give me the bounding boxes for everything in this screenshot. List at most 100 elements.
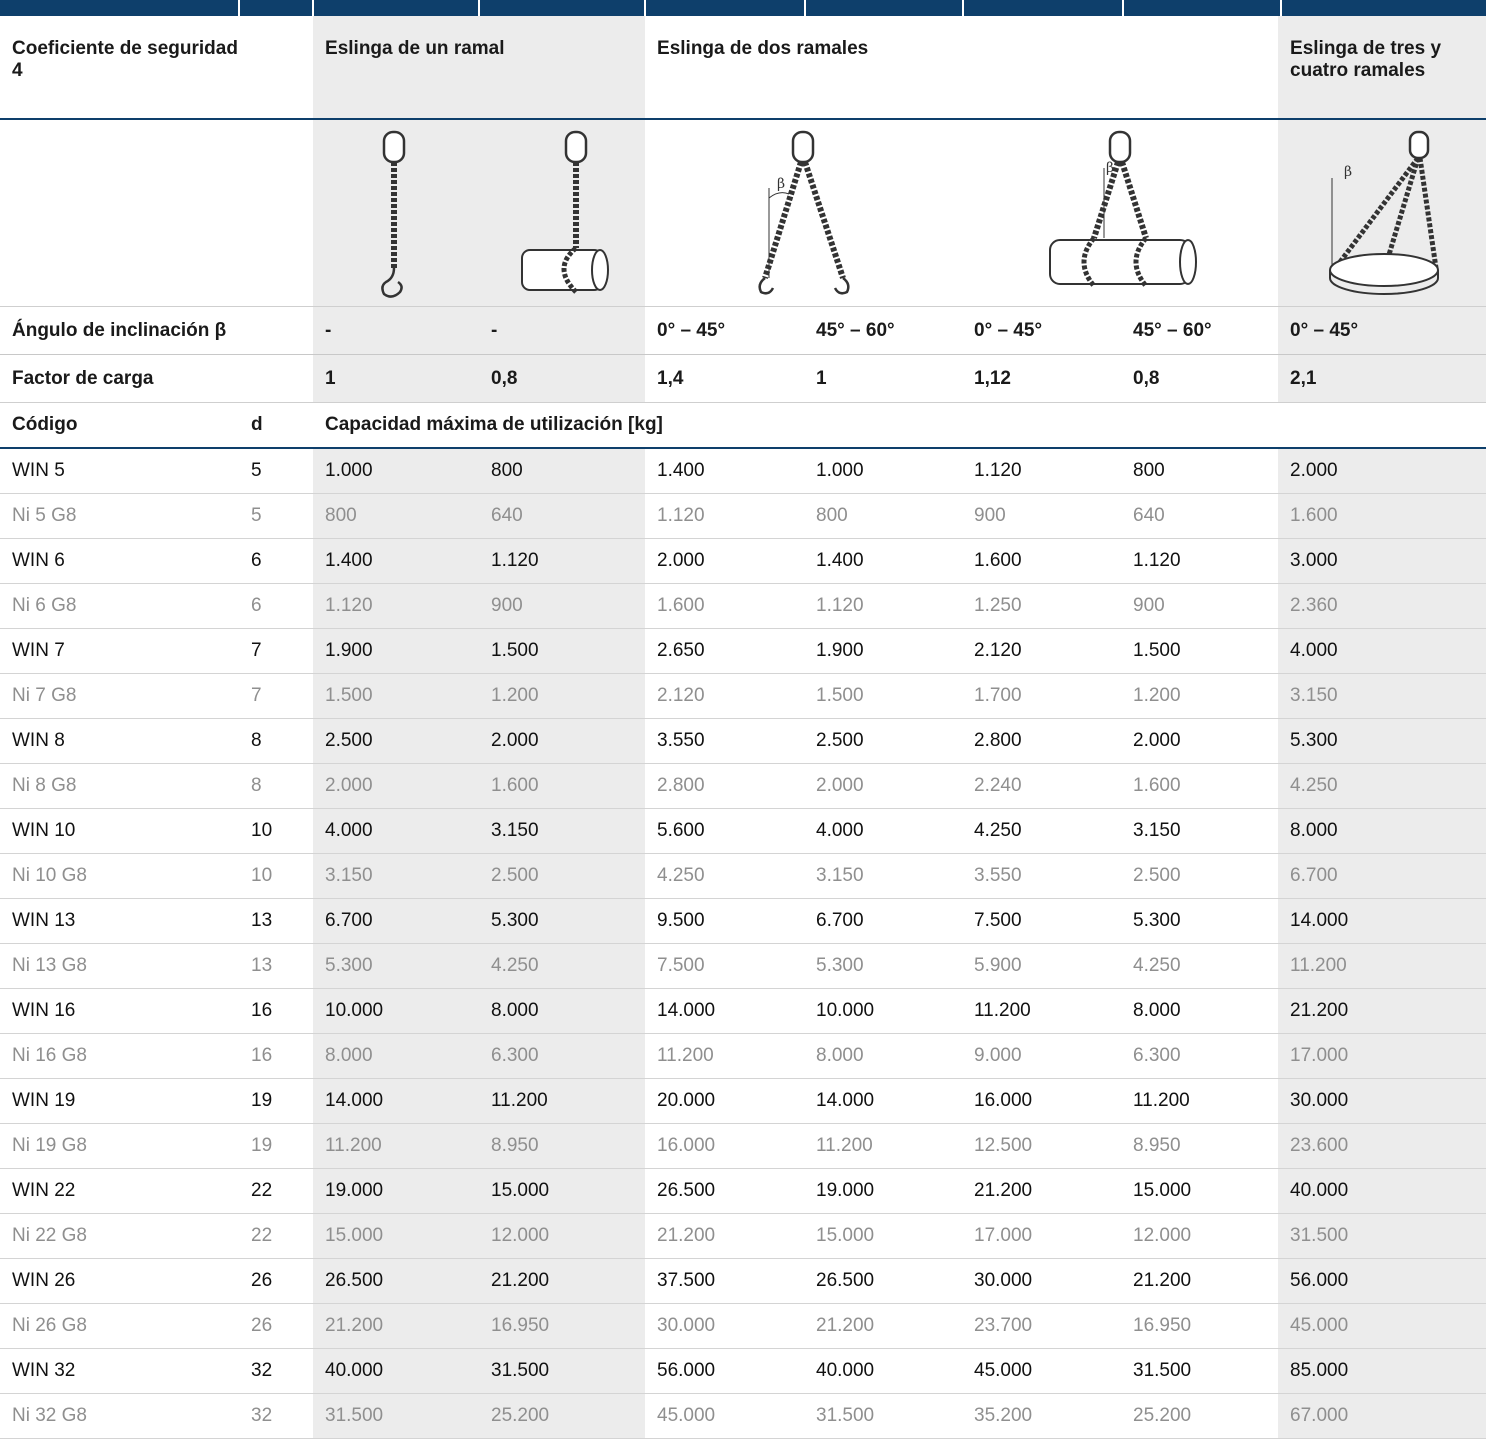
capacity-cell: 800 (804, 493, 963, 539)
capacity-cell: 12.000 (479, 1213, 646, 1259)
two-leg-hook-diagram: β (645, 119, 963, 307)
capacity-cell: 1.600 (645, 583, 805, 629)
code-cell: WIN 5 (0, 448, 239, 494)
capacity-cell: 35.200 (962, 1393, 1122, 1439)
code-cell: Ni 22 G8 (0, 1213, 239, 1259)
table-row: WIN 16 16 10.000 8.000 14.000 10.000 11.200 8.0… (0, 988, 1486, 1034)
capacity-cell: 26.500 (645, 1168, 805, 1214)
capacity-cell: 5.300 (804, 943, 963, 989)
capacity-cell: 5.600 (645, 808, 805, 854)
code-cell: Ni 13 G8 (0, 943, 239, 989)
diameter-cell: 13 (239, 943, 314, 989)
table-row: WIN 5 5 1.000 800 1.400 1.000 1.120 800 2.000 (0, 448, 1486, 494)
capacity-cell: 1.900 (804, 628, 963, 674)
capacity-cell: 14.000 (804, 1078, 963, 1124)
capacity-cell: 19.000 (804, 1168, 963, 1214)
code-cell: Ni 8 G8 (0, 763, 239, 809)
capacity-cell: 1.120 (645, 493, 805, 539)
capacity-cell: 21.200 (645, 1213, 805, 1259)
capacity-cell: 1.000 (313, 448, 480, 494)
capacity-cell: 85.000 (1278, 1348, 1486, 1394)
diameter-cell: 7 (239, 628, 314, 674)
capacity-cell: 1.600 (1278, 493, 1486, 539)
capacity-cell: 4.250 (1121, 943, 1279, 989)
capacity-cell: 2.000 (313, 763, 480, 809)
capacity-cell: 3.000 (1278, 538, 1486, 584)
code-cell: Ni 10 G8 (0, 853, 239, 899)
diameter-cell: 13 (239, 898, 314, 944)
diameter-cell: 16 (239, 1033, 314, 1079)
capacity-cell: 2.800 (645, 763, 805, 809)
capacity-cell: 1.120 (313, 583, 480, 629)
angle-label: Ángulo de inclinación β (0, 306, 314, 355)
capacity-cell: 26.500 (313, 1258, 480, 1304)
table-row: Ni 16 G8 16 8.000 6.300 11.200 8.000 9.000 6.30… (0, 1033, 1486, 1079)
diameter-header: d (239, 402, 314, 449)
capacity-cell: 67.000 (1278, 1393, 1486, 1439)
capacity-cell: 16.950 (1121, 1303, 1279, 1349)
diameter-cell: 22 (239, 1168, 314, 1214)
diameter-cell: 10 (239, 853, 314, 899)
code-cell: WIN 32 (0, 1348, 239, 1394)
capacity-cell: 31.500 (1278, 1213, 1486, 1259)
table-row: Ni 5 G8 5 800 640 1.120 800 900 640 1.600 (0, 493, 1486, 539)
capacity-cell: 40.000 (804, 1348, 963, 1394)
two-leg-choke-diagram: β (962, 119, 1279, 307)
capacity-cell: 5.900 (962, 943, 1122, 989)
capacity-cell: 8.000 (479, 988, 646, 1034)
capacity-cell: 2.360 (1278, 583, 1486, 629)
capacity-cell: 1.600 (479, 763, 646, 809)
capacity-cell: 3.150 (1121, 808, 1279, 854)
capacity-cell: 25.200 (1121, 1393, 1279, 1439)
capacity-cell: 7.500 (962, 898, 1122, 944)
two-leg-header: Eslinga de dos ramales (645, 16, 1279, 120)
capacity-cell: 40.000 (313, 1348, 480, 1394)
capacity-cell: 4.000 (313, 808, 480, 854)
capacity-cell: 23.700 (962, 1303, 1122, 1349)
diameter-cell: 32 (239, 1393, 314, 1439)
diameter-cell: 19 (239, 1078, 314, 1124)
diameter-cell: 7 (239, 673, 314, 719)
capacity-cell: 6.700 (804, 898, 963, 944)
capacity-cell: 25.200 (479, 1393, 646, 1439)
table-row: WIN 32 32 40.000 31.500 56.000 40.000 45.000 31… (0, 1348, 1486, 1394)
capacity-cell: 3.550 (645, 718, 805, 764)
capacity-cell: 6.700 (1278, 853, 1486, 899)
capacity-cell: 5.300 (1278, 718, 1486, 764)
capacity-cell: 8.000 (1121, 988, 1279, 1034)
capacity-cell: 10.000 (804, 988, 963, 1034)
diameter-cell: 6 (239, 583, 314, 629)
capacity-cell: 2.650 (645, 628, 805, 674)
capacity-cell: 900 (962, 493, 1122, 539)
diameter-cell: 32 (239, 1348, 314, 1394)
diameter-cell: 5 (239, 493, 314, 539)
capacity-cell: 1.900 (313, 628, 480, 674)
capacity-cell: 21.200 (479, 1258, 646, 1304)
code-cell: WIN 22 (0, 1168, 239, 1214)
diameter-cell: 16 (239, 988, 314, 1034)
capacity-cell: 16.000 (645, 1123, 805, 1169)
capacity-cell: 11.200 (313, 1123, 480, 1169)
diameter-cell: 19 (239, 1123, 314, 1169)
capacity-cell: 1.250 (962, 583, 1122, 629)
capacity-cell: 800 (479, 448, 646, 494)
capacity-cell: 40.000 (1278, 1168, 1486, 1214)
capacity-cell: 26.500 (804, 1258, 963, 1304)
table-row: Ni 26 G8 26 21.200 16.950 30.000 21.200 23.700… (0, 1303, 1486, 1349)
code-cell: Ni 16 G8 (0, 1033, 239, 1079)
capacity-cell: 15.000 (313, 1213, 480, 1259)
capacity-cell: 4.250 (1278, 763, 1486, 809)
capacity-cell: 2.500 (1121, 853, 1279, 899)
capacity-cell: 3.550 (962, 853, 1122, 899)
capacity-cell: 8.950 (1121, 1123, 1279, 1169)
code-cell: WIN 13 (0, 898, 239, 944)
capacity-cell: 4.000 (804, 808, 963, 854)
capacity-cell: 2.240 (962, 763, 1122, 809)
capacity-cell: 1.000 (804, 448, 963, 494)
capacity-cell: 15.000 (1121, 1168, 1279, 1214)
capacity-cell: 3.150 (313, 853, 480, 899)
code-cell: Ni 6 G8 (0, 583, 239, 629)
code-cell: Ni 7 G8 (0, 673, 239, 719)
diameter-cell: 26 (239, 1303, 314, 1349)
